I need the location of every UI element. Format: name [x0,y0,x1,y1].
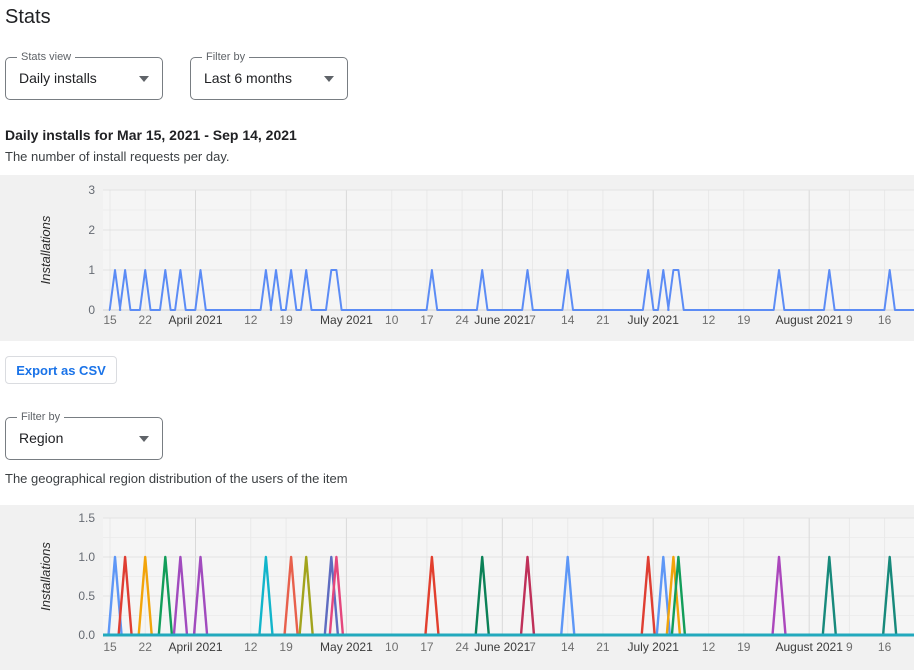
svg-text:19: 19 [279,313,293,327]
region-filter-value: Region [19,430,64,446]
svg-text:May 2021: May 2021 [320,640,373,654]
region-filter-label: Filter by [17,411,65,424]
svg-text:1.0: 1.0 [78,550,95,564]
stats-view-select[interactable]: Stats view Daily installs [5,51,163,100]
region-distribution-chart: 0.0 0.5 1.0 1.5 15 22 April 2021 12 19 May 2021 10… [0,505,914,670]
svg-text:21: 21 [596,313,610,327]
svg-text:May 2021: May 2021 [320,313,373,327]
filter-by-value: Last 6 months [204,70,292,86]
svg-text:12: 12 [244,313,258,327]
filter-by-label: Filter by [202,51,250,64]
svg-text:9: 9 [846,640,853,654]
svg-text:1.5: 1.5 [78,511,95,525]
svg-text:August 2021: August 2021 [776,640,844,654]
svg-text:12: 12 [244,640,258,654]
svg-text:June 2021: June 2021 [474,313,530,327]
svg-text:Installations: Installations [38,542,53,611]
svg-text:August 2021: August 2021 [776,313,844,327]
svg-text:17: 17 [420,640,434,654]
svg-text:1: 1 [88,263,95,277]
region-filter-select[interactable]: Filter by Region [5,411,163,460]
svg-text:April 2021: April 2021 [168,313,222,327]
chevron-down-icon [139,76,149,82]
svg-text:7: 7 [529,313,536,327]
svg-text:22: 22 [139,640,153,654]
svg-text:19: 19 [737,640,751,654]
svg-text:7: 7 [529,640,536,654]
svg-text:15: 15 [103,640,117,654]
svg-text:July 2021: July 2021 [628,640,680,654]
page-title: Stats [5,6,51,28]
daily-installs-description: The number of install requests per day. [5,149,230,164]
export-csv-button[interactable]: Export as CSV [5,356,117,384]
svg-text:April 2021: April 2021 [168,640,222,654]
svg-text:12: 12 [702,313,716,327]
svg-text:14: 14 [561,313,575,327]
svg-text:June 2021: June 2021 [474,640,530,654]
svg-text:0: 0 [88,303,95,317]
daily-installs-chart: 0 1 2 3 15 22 April 2021 12 19 May 2021 10 17 24 June… [0,175,914,341]
svg-text:10: 10 [385,640,399,654]
svg-text:24: 24 [455,640,469,654]
svg-text:2: 2 [88,223,95,237]
svg-text:Installations: Installations [38,215,53,284]
svg-text:July 2021: July 2021 [628,313,680,327]
chevron-down-icon [324,76,334,82]
svg-text:16: 16 [878,313,892,327]
svg-text:9: 9 [846,313,853,327]
stats-view-label: Stats view [17,51,76,64]
svg-text:24: 24 [455,313,469,327]
svg-text:10: 10 [385,313,399,327]
svg-text:0.0: 0.0 [78,628,95,642]
filter-by-select[interactable]: Filter by Last 6 months [190,51,348,100]
svg-text:3: 3 [88,183,95,197]
svg-text:12: 12 [702,640,716,654]
region-distribution-chart-svg: 0.0 0.5 1.0 1.5 15 22 April 2021 12 19 May 2021 10… [38,511,914,654]
svg-text:14: 14 [561,640,575,654]
svg-text:15: 15 [103,313,117,327]
svg-text:19: 19 [279,640,293,654]
svg-text:0.5: 0.5 [78,589,95,603]
svg-text:17: 17 [420,313,434,327]
region-description: The geographical region distribution of … [5,471,348,486]
daily-installs-heading: Daily installs for Mar 15, 2021 - Sep 14… [5,127,297,143]
svg-text:16: 16 [878,640,892,654]
svg-text:21: 21 [596,640,610,654]
svg-text:19: 19 [737,313,751,327]
svg-text:22: 22 [139,313,153,327]
chevron-down-icon [139,436,149,442]
stats-view-value: Daily installs [19,70,97,86]
